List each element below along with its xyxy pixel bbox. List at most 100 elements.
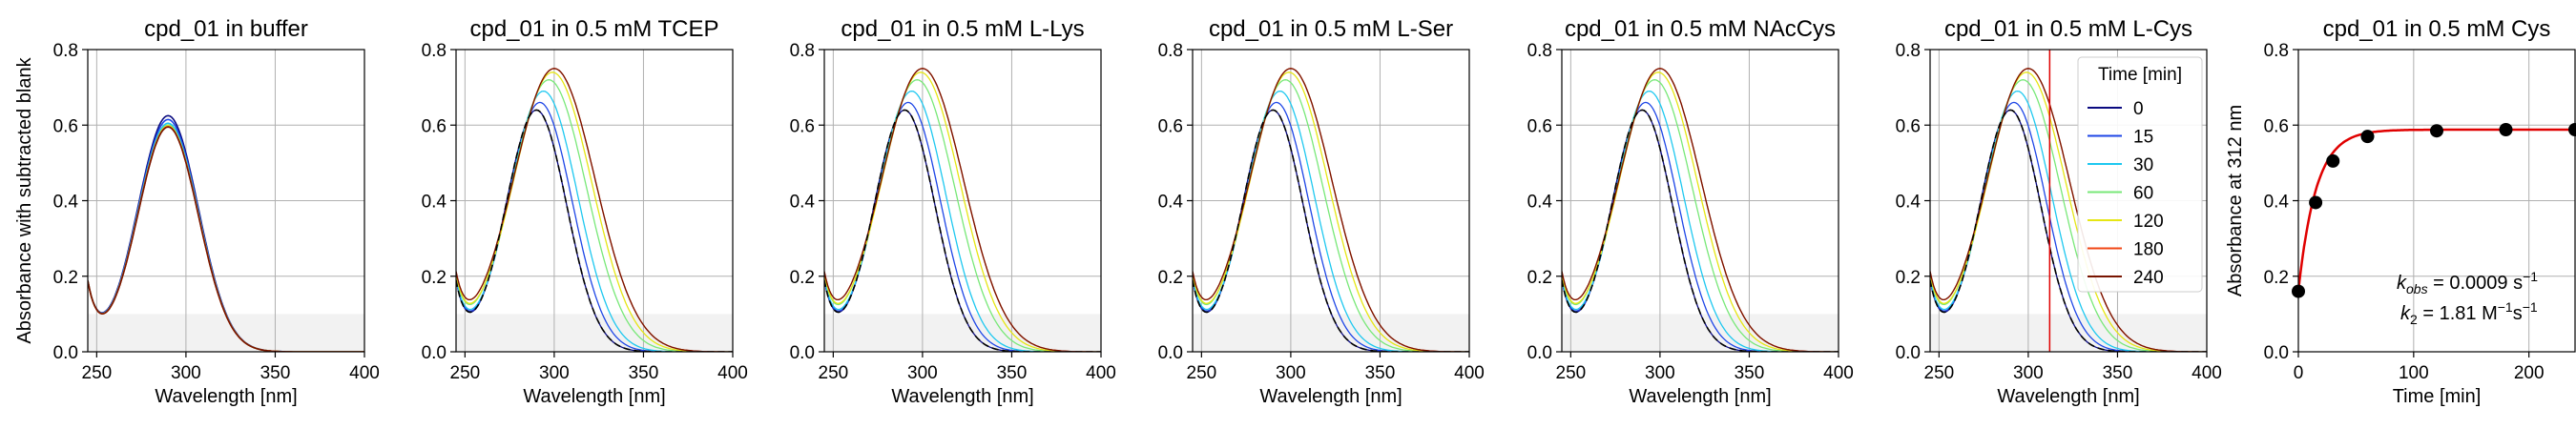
axes-frame: [1561, 49, 1839, 353]
blank-shaded-band: [1562, 314, 1839, 352]
y-tick-label: 0.8: [2264, 41, 2289, 61]
blank-shaded-band: [1930, 314, 2207, 352]
legend-label: 30: [2133, 155, 2153, 175]
y-tick-label: 0.6: [1896, 116, 1921, 136]
x-tick-label: 350: [1365, 363, 1396, 383]
axes-frame: [87, 49, 365, 353]
y-tick-label: 0.8: [790, 41, 815, 61]
y-tick-label: 0.8: [53, 41, 78, 61]
x-tick-label: 250: [1187, 363, 1217, 383]
y-axis-label: Absorbance with subtracted blank: [14, 56, 35, 343]
plot-area: [1193, 68, 1469, 352]
legend-label: 0: [2133, 99, 2144, 119]
kobs-annotation: kobs = 0.0009 s−1: [2397, 269, 2538, 296]
x-axis-label: Wavelength [nm]: [155, 386, 297, 407]
blank-shaded-band: [88, 314, 364, 352]
y-tick-label: 0.8: [422, 41, 447, 61]
panel-7: 0.0 0.2 0.4 0.6 0.8 0 100 200 cpd_01 in 0.5 mM C…: [2225, 16, 2576, 407]
axes-frame: [2297, 49, 2576, 353]
legend: Time [min] 0 15 30 60 120 180 240: [2077, 56, 2203, 293]
y-tick-label: 0.8: [1896, 41, 1921, 61]
x-tick-label: 250: [450, 363, 481, 383]
y-tick-label: 0.2: [53, 268, 78, 288]
plot-area: [1930, 50, 2207, 352]
panel-title: cpd_01 in 0.5 mM L-Ser: [1209, 16, 1453, 42]
x-tick-label: 100: [2399, 363, 2429, 383]
data-point-240-min: [2568, 123, 2576, 137]
legend-label: 240: [2133, 268, 2164, 288]
panel-title: cpd_01 in 0.5 mM NAcCys: [1565, 16, 1836, 42]
y-axis-label: Absorbance at 312 nm: [2225, 105, 2246, 296]
y-tick-label: 0.6: [790, 116, 815, 136]
blank-shaded-band: [1193, 314, 1469, 352]
data-point-15-min: [2309, 195, 2323, 210]
x-tick-label: 400: [349, 363, 380, 383]
x-tick-label: 350: [260, 363, 291, 383]
legend-label: 120: [2133, 212, 2164, 232]
panel-title: cpd_01 in 0.5 mM TCEP: [469, 16, 718, 42]
axes-frame: [455, 49, 734, 353]
y-tick-label: 0.6: [422, 116, 447, 136]
x-tick-label: 250: [1556, 363, 1587, 383]
x-axis-label: Time [min]: [2393, 386, 2482, 407]
x-tick-label: 350: [629, 363, 659, 383]
x-tick-label: 350: [1735, 363, 1765, 383]
x-axis-label: Wavelength [nm]: [1629, 386, 1771, 407]
spectrum-line-120-min: [1930, 72, 2207, 352]
y-tick-label: 0.2: [2264, 268, 2289, 288]
x-tick-label: 400: [717, 363, 748, 383]
y-tick-label: 0.0: [422, 343, 447, 363]
y-tick-label: 0.2: [1527, 268, 1552, 288]
x-axis-label: Wavelength [nm]: [523, 386, 665, 407]
y-tick-label: 0.2: [1896, 268, 1921, 288]
y-tick-label: 0.2: [790, 268, 815, 288]
axes-frame: [1192, 49, 1470, 353]
x-tick-label: 0: [2294, 363, 2304, 383]
legend-label: 15: [2133, 128, 2153, 148]
reference-dashed-spectrum: [1193, 109, 1469, 352]
y-tick-label: 0.6: [2264, 116, 2289, 136]
x-tick-label: 300: [2013, 363, 2044, 383]
legend-label: 180: [2133, 240, 2164, 260]
legend-label: 60: [2133, 184, 2153, 204]
x-tick-label: 400: [1086, 363, 1116, 383]
plot-area: [456, 68, 733, 352]
data-point-30-min: [2326, 153, 2340, 168]
x-tick-label: 350: [997, 363, 1028, 383]
spectrum-line-120-min: [1193, 72, 1469, 352]
spectrum-line-120-min: [1562, 72, 1839, 352]
reference-dashed-spectrum: [456, 109, 733, 352]
x-tick-label: 250: [819, 363, 849, 383]
y-tick-label: 0.6: [1158, 116, 1183, 136]
panel-title: cpd_01 in 0.5 mM L-Lys: [841, 16, 1084, 42]
x-axis-label: Wavelength [nm]: [891, 386, 1033, 407]
axes-frame: [823, 49, 1102, 353]
y-tick-label: 0.8: [1527, 41, 1552, 61]
reference-dashed-spectrum: [1930, 109, 2207, 352]
y-tick-label: 0.0: [1896, 343, 1921, 363]
y-tick-label: 0.4: [53, 193, 79, 213]
x-tick-label: 250: [1924, 363, 1955, 383]
y-tick-label: 0.0: [2264, 343, 2289, 363]
spectrum-line-120-min: [456, 72, 733, 352]
y-tick-label: 0.4: [1158, 193, 1184, 213]
data-point-120-min: [2430, 124, 2443, 138]
panel-2: 0.0 0.2 0.4 0.6 0.8 250 300 350 400 cpd_01 in 0.5…: [422, 16, 748, 407]
data-point-180-min: [2499, 123, 2513, 137]
legend-title: Time [min]: [2098, 65, 2182, 85]
data-point-60-min: [2360, 130, 2375, 144]
x-tick-label: 300: [1276, 363, 1306, 383]
blank-shaded-band: [824, 314, 1101, 352]
x-axis-label: Wavelength [nm]: [1997, 386, 2139, 407]
spectrum-line-240-min: [88, 126, 364, 352]
x-tick-label: 200: [2514, 363, 2545, 383]
y-tick-label: 0.2: [422, 268, 447, 288]
reference-dashed-spectrum: [824, 109, 1101, 352]
blank-shaded-band: [456, 314, 733, 352]
plot-area: [88, 114, 364, 352]
y-tick-label: 0.4: [2264, 193, 2290, 213]
panel-title: cpd_01 in 0.5 mM L-Cys: [1944, 16, 2192, 42]
x-tick-label: 400: [1823, 363, 1854, 383]
panel-title: cpd_01 in buffer: [144, 16, 308, 42]
